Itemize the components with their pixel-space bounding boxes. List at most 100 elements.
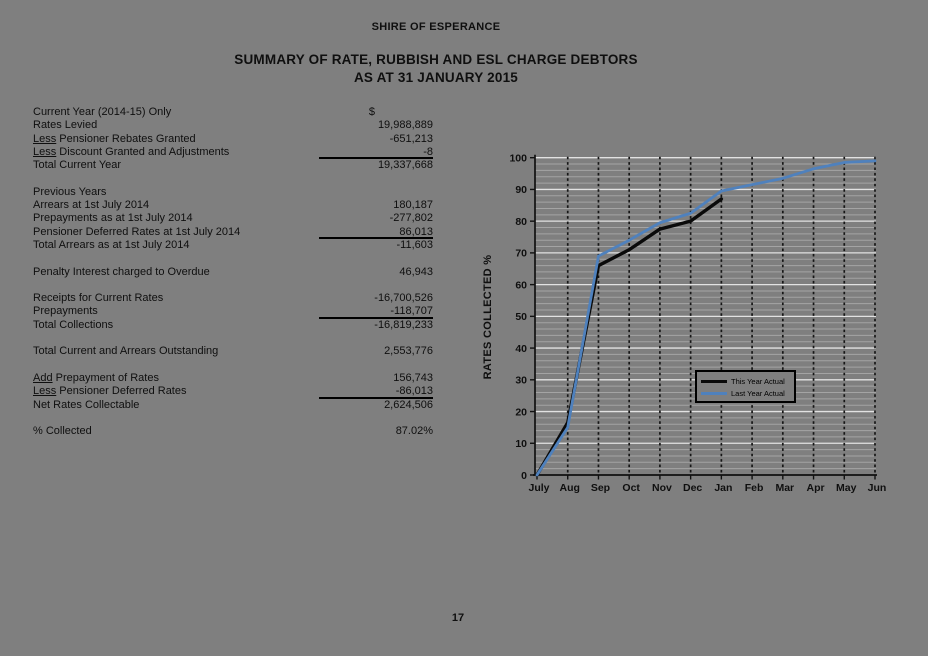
- y-tick-label: 0: [521, 470, 527, 482]
- row-value: 87.02%: [395, 425, 433, 438]
- row-value: 19,988,889: [377, 119, 433, 132]
- table-spacer-row: [33, 279, 433, 292]
- row-label-prefix: Less: [33, 385, 57, 398]
- row-label-prefix: Less: [33, 145, 57, 158]
- table-spacer-row: [33, 252, 433, 265]
- y-tick-label: 80: [515, 216, 527, 228]
- x-tick-label: Mar: [775, 482, 794, 494]
- table-spacer-row: [33, 359, 433, 372]
- table-row: Pensioner Deferred Rates at 1st July 201…: [33, 226, 433, 239]
- row-value: -16,819,233: [374, 318, 433, 331]
- row-label: Prepayments: [33, 305, 98, 318]
- x-tick-label: Dec: [683, 482, 702, 494]
- row-value: -16,700,526: [374, 292, 433, 305]
- x-tick-label: July: [528, 482, 549, 494]
- chart-legend: This Year Actual Last Year Actual: [695, 370, 796, 403]
- row-label: Less Pensioner Rebates Granted: [33, 132, 196, 145]
- y-tick-label: 30: [515, 375, 527, 387]
- legend-label-this-year: This Year Actual: [731, 376, 785, 386]
- row-label: Rates Levied: [33, 119, 98, 132]
- legend-label-last-year: Last Year Actual: [731, 388, 785, 398]
- x-tick-label: Aug: [560, 482, 580, 494]
- row-value: 2,553,776: [384, 345, 433, 358]
- row-value: -11,603: [396, 238, 434, 251]
- row-label: Previous Years: [33, 185, 107, 198]
- row-value: -8: [319, 146, 433, 160]
- row-label: % Collected: [33, 425, 92, 438]
- table-row: Current Year (2014-15) Only $: [33, 106, 433, 119]
- x-tick-label: Nov: [652, 482, 672, 494]
- x-tick-label: Jun: [868, 482, 887, 494]
- chart-canvas: 0 10 20 30 40 50 60 70 80 90 100 July Aug Sep Oct Nov De…: [509, 153, 887, 495]
- row-value: 86,013: [319, 226, 433, 239]
- table-row: Prepayments -118,707: [33, 305, 433, 319]
- row-label: Total Arrears as at 1st July 2014: [33, 238, 190, 251]
- table-row: Less Pensioner Deferred Rates -86,013: [33, 385, 433, 399]
- row-label-prefix: Add: [33, 371, 53, 384]
- x-tick-label: Oct: [622, 482, 640, 494]
- row-label-prefix: Less: [33, 132, 57, 145]
- y-tick-label: 40: [515, 343, 527, 355]
- y-axis-title: RATES COLLECTED %: [482, 254, 494, 380]
- table-row: Arrears at 1st July 2014 180,187: [33, 199, 433, 212]
- row-value: -651,213: [389, 132, 433, 145]
- last-year-line-sample: [701, 391, 727, 395]
- row-label: Prepayments as at 1st July 2014: [33, 212, 193, 225]
- row-label: Total Collections: [33, 318, 114, 331]
- table-spacer-row: [33, 332, 433, 345]
- table-row: % Collected 87.02%: [33, 425, 433, 438]
- table-row: Penalty Interest charged to Overdue 46,94…: [33, 266, 433, 279]
- report-subtitle: AS AT 31 JANUARY 2015: [353, 70, 518, 85]
- table-spacer-row: [33, 172, 433, 185]
- row-label: Arrears at 1st July 2014: [33, 199, 150, 212]
- debtors-table: Current Year (2014-15) Only $ Rates Levied…: [33, 106, 433, 438]
- y-tick-label: 60: [515, 279, 527, 291]
- table-row: Receipts for Current Rates -16,700,526: [33, 292, 433, 305]
- row-value: $: [368, 106, 375, 118]
- table-row: Total Collections -16,819,233: [33, 319, 433, 332]
- rates-collected-chart: RATES COLLECTED % 0 10 20 30 40 50 60 70 80 90 100…: [470, 143, 918, 515]
- page-number: 17: [451, 612, 465, 624]
- row-label: Total Current Year: [33, 159, 122, 172]
- x-tick-label: Feb: [745, 482, 764, 494]
- row-label: Pensioner Deferred Rates at 1st July 201…: [33, 225, 241, 238]
- org-name: SHIRE OF ESPERANCE: [371, 21, 501, 33]
- table-row: Rates Levied 19,988,889: [33, 119, 433, 132]
- report-header: SHIRE OF ESPERANCE SUMMARY OF RATE, RUBB…: [0, 21, 872, 85]
- row-label: Receipts for Current Rates: [33, 292, 164, 305]
- report-title: SUMMARY OF RATE, RUBBISH AND ESL CHARGE …: [234, 52, 638, 67]
- table-row: Total Current and Arrears Outstanding 2,5…: [33, 345, 433, 358]
- row-label: Current Year (2014-15) Only: [33, 106, 172, 118]
- y-tick-label: 90: [515, 184, 527, 196]
- table-row: Total Arrears as at 1st July 2014 -11,603: [33, 239, 433, 252]
- this-year-line-sample: [701, 379, 727, 383]
- row-label: Total Current and Arrears Outstanding: [33, 345, 219, 358]
- row-value: 180,187: [393, 199, 433, 212]
- row-label: Less Pensioner Deferred Rates: [33, 385, 187, 398]
- y-tick-label: 70: [515, 248, 527, 260]
- y-tick-label: 10: [515, 438, 527, 450]
- table-row: Less Discount Granted and Adjustments -8: [33, 145, 433, 160]
- row-value: 19,337,668: [377, 159, 433, 172]
- legend-item-this-year: This Year Actual: [701, 375, 790, 387]
- y-tick-label: 100: [509, 153, 527, 165]
- table-row: Add Prepayment of Rates 156,743: [33, 372, 433, 385]
- x-tick-label: Sep: [591, 482, 610, 494]
- row-value: -86,013: [319, 385, 433, 399]
- row-label: Penalty Interest charged to Overdue: [33, 265, 210, 278]
- last-year-actual-line: [535, 159, 877, 477]
- table-spacer-row: [33, 412, 433, 425]
- table-row: Less Pensioner Rebates Granted -651,213: [33, 133, 433, 146]
- row-value: 2,624,506: [384, 398, 433, 411]
- row-value: 156,743: [393, 371, 433, 384]
- y-tick-label: 50: [515, 311, 527, 323]
- row-value: 46,943: [399, 265, 433, 278]
- x-tick-label: Jan: [714, 482, 732, 494]
- row-value: [319, 186, 433, 199]
- table-row: Total Current Year 19,337,668: [33, 159, 433, 172]
- y-tick-label: 20: [515, 406, 527, 418]
- row-value: -118,707: [319, 305, 433, 319]
- row-label: Add Prepayment of Rates: [33, 371, 159, 384]
- table-row: Previous Years: [33, 186, 433, 199]
